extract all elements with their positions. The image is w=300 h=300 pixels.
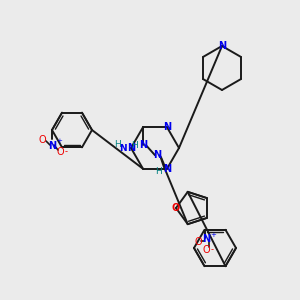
Text: N: N (139, 140, 147, 150)
Text: +: + (56, 138, 62, 144)
Text: N: N (48, 141, 56, 151)
Text: -: - (64, 148, 68, 157)
Text: N: N (202, 234, 211, 244)
Text: O: O (195, 237, 202, 247)
Text: O: O (172, 203, 180, 213)
Text: H: H (154, 167, 161, 176)
Text: N: N (163, 164, 171, 174)
Text: N: N (163, 122, 171, 132)
Text: N: N (153, 150, 161, 160)
Text: N: N (127, 143, 135, 153)
Text: H: H (114, 140, 121, 149)
Text: O: O (56, 147, 64, 157)
Text: O: O (203, 245, 210, 255)
Text: O: O (38, 135, 46, 145)
Text: +: + (211, 232, 216, 238)
Text: H: H (132, 141, 138, 150)
Text: -: - (211, 245, 214, 254)
Text: N: N (218, 41, 226, 51)
Text: N: N (119, 144, 126, 153)
